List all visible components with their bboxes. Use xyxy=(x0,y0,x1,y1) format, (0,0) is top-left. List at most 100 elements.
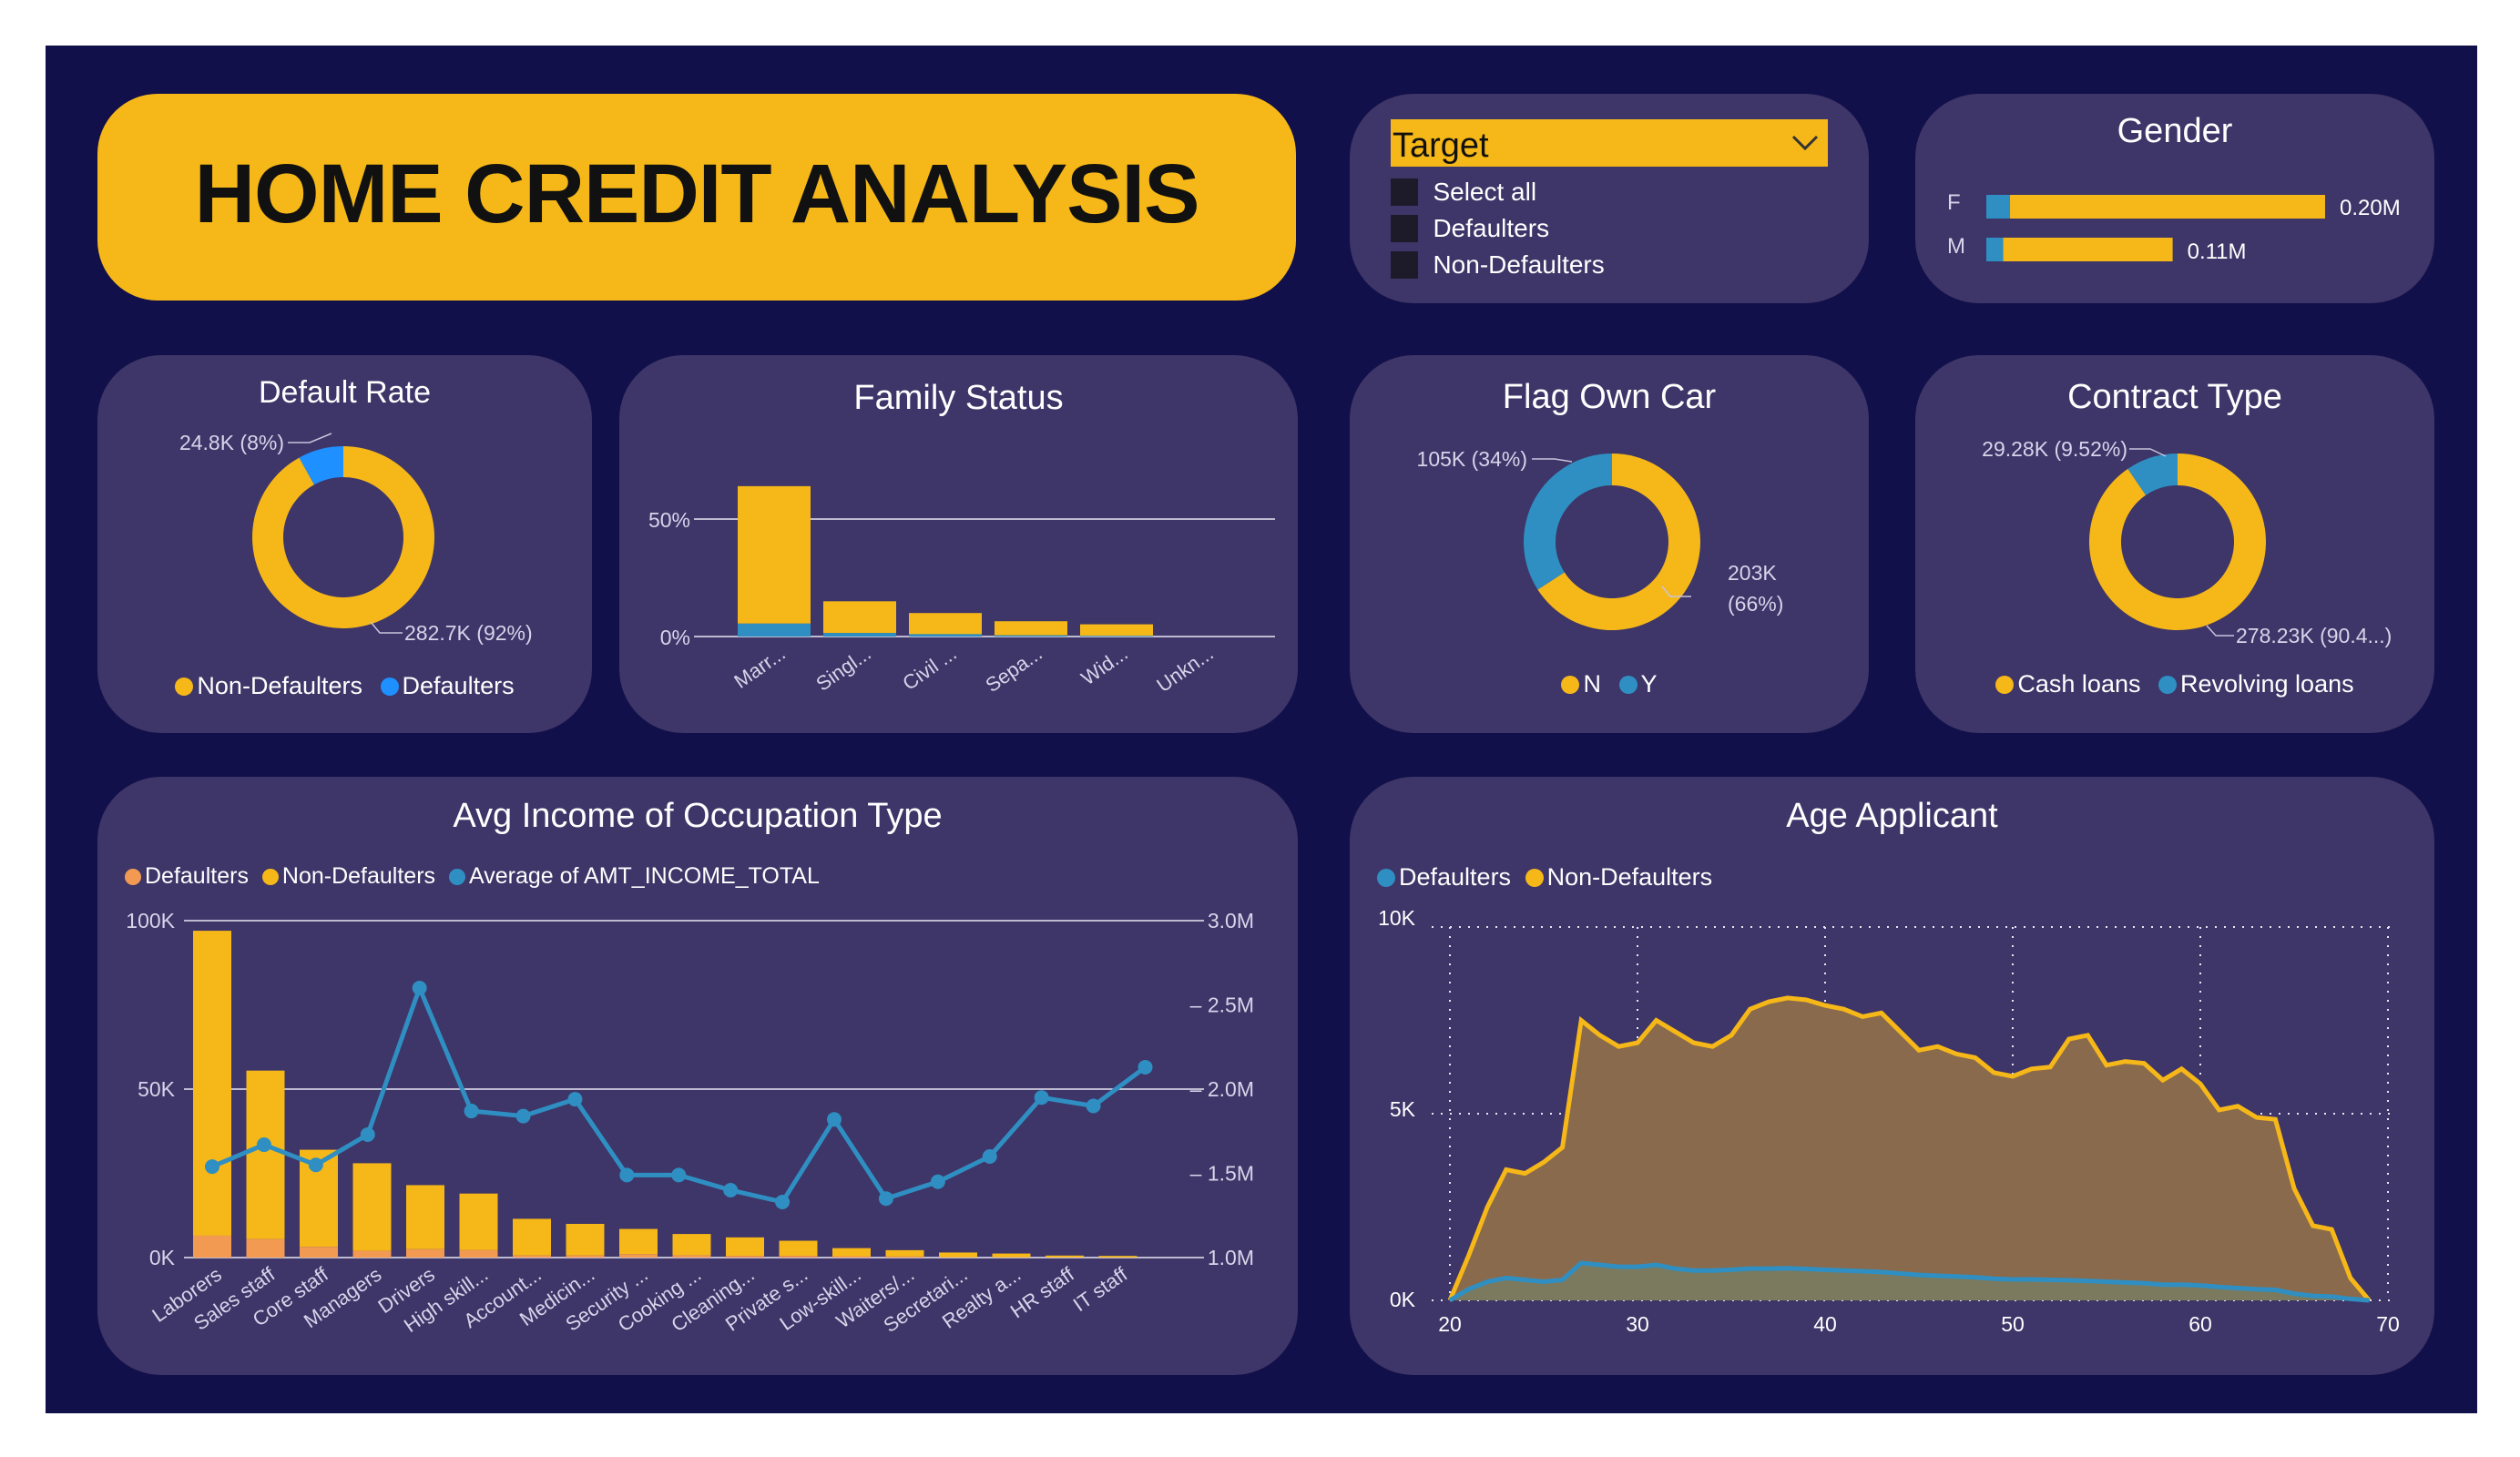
occupation-bar-non-defaulters[interactable] xyxy=(672,1234,711,1256)
legend-item[interactable]: Average of AMT_INCOME_TOTAL xyxy=(449,863,820,889)
checkbox[interactable] xyxy=(1391,251,1418,279)
legend-item[interactable]: Defaulters xyxy=(380,672,515,699)
donut-slice-non-defaulters[interactable] xyxy=(252,446,435,628)
avg-income-point[interactable] xyxy=(775,1194,791,1209)
occupation-bar-non-defaulters[interactable] xyxy=(619,1228,658,1255)
occupation-title: Avg Income of Occupation Type xyxy=(453,797,943,835)
family-bar-non-defaulters[interactable] xyxy=(995,621,1067,636)
target-dropdown[interactable]: Target xyxy=(1391,119,1828,167)
family-bar-defaulters[interactable] xyxy=(823,633,896,637)
occupation-bar-non-defaulters[interactable] xyxy=(939,1252,977,1258)
checkbox[interactable] xyxy=(1391,215,1418,242)
avg-income-point[interactable] xyxy=(308,1157,323,1173)
avg-income-point[interactable] xyxy=(360,1126,375,1142)
y-right-tick: 1.0M xyxy=(1208,1246,1254,1269)
chevron-down-icon xyxy=(1791,135,1819,151)
legend-item[interactable]: Cash loans xyxy=(1995,670,2140,698)
x-tick-label: 60 xyxy=(2188,1312,2212,1336)
family-bar-defaulters[interactable] xyxy=(738,623,811,637)
avg-income-point[interactable] xyxy=(1138,1059,1153,1075)
legend-item[interactable]: Defaulters xyxy=(1377,863,1511,891)
occupation-bar-defaulters[interactable] xyxy=(193,1235,231,1258)
occupation-bar-non-defaulters[interactable] xyxy=(406,1185,444,1249)
family-bar-defaulters[interactable] xyxy=(909,634,982,637)
occupation-bar-defaulters[interactable] xyxy=(779,1256,818,1258)
non-defaulters-line[interactable] xyxy=(1447,995,2372,1302)
donut-slice-defaulters[interactable] xyxy=(299,446,343,485)
legend-item[interactable]: Revolving loans xyxy=(2158,670,2354,698)
legend-item[interactable]: Defaulters xyxy=(125,863,249,889)
occupation-bar-non-defaulters[interactable] xyxy=(1098,1256,1138,1258)
family-bar-non-defaulters[interactable] xyxy=(738,485,811,624)
family-bar-non-defaulters[interactable] xyxy=(909,613,982,635)
avg-income-point[interactable] xyxy=(982,1149,997,1164)
occupation-bar-non-defaulters[interactable] xyxy=(726,1237,764,1257)
avg-income-point[interactable] xyxy=(619,1167,635,1183)
occupation-bar-defaulters[interactable] xyxy=(300,1247,338,1258)
legend-item[interactable]: Non-Defaulters xyxy=(175,672,362,699)
avg-income-point[interactable] xyxy=(567,1092,583,1107)
occupation-bar-defaulters[interactable] xyxy=(352,1250,392,1258)
occupation-bar-non-defaulters[interactable] xyxy=(779,1240,818,1257)
avg-income-point[interactable] xyxy=(878,1191,893,1207)
defaulters-line[interactable] xyxy=(1448,1260,2370,1303)
avg-income-point[interactable] xyxy=(412,981,427,995)
occupation-bar-defaulters[interactable] xyxy=(566,1255,605,1258)
target-dropdown-label: Target xyxy=(1393,127,1489,165)
defaulters-area[interactable] xyxy=(1450,1263,2370,1300)
non-defaulters-area[interactable] xyxy=(1450,997,2370,1300)
header-banner: HOME CREDIT ANALYSIS xyxy=(97,94,1296,301)
occupation-bar-non-defaulters[interactable] xyxy=(885,1249,924,1257)
occupation-bar-non-defaulters[interactable] xyxy=(992,1253,1031,1258)
avg-income-point[interactable] xyxy=(671,1167,687,1183)
occupation-bar-non-defaulters[interactable] xyxy=(832,1248,871,1257)
occupation-bar-non-defaulters[interactable] xyxy=(459,1193,498,1250)
occupation-bar-defaulters[interactable] xyxy=(513,1255,551,1258)
occupation-bar-non-defaulters[interactable] xyxy=(513,1218,551,1256)
avg-income-point[interactable] xyxy=(1034,1090,1049,1105)
occupation-bar-defaulters[interactable] xyxy=(246,1238,285,1258)
gender-value-m: 0.11M xyxy=(2188,239,2247,264)
avg-income-point[interactable] xyxy=(256,1137,271,1153)
avg-income-point[interactable] xyxy=(515,1108,531,1124)
y-right-tick: 3.0M xyxy=(1208,909,1254,932)
avg-income-point[interactable] xyxy=(827,1112,842,1127)
family-bar-non-defaulters[interactable] xyxy=(823,601,896,634)
default-rate-title: Default Rate xyxy=(259,375,431,410)
occupation-bar-non-defaulters[interactable] xyxy=(246,1070,285,1239)
occupation-bar-defaulters[interactable] xyxy=(832,1256,871,1258)
family-bar-non-defaulters[interactable] xyxy=(1080,624,1153,637)
occupation-bar-defaulters[interactable] xyxy=(619,1254,658,1258)
avg-income-point[interactable] xyxy=(1086,1098,1101,1114)
occupation-bar-defaulters[interactable] xyxy=(406,1248,444,1258)
family-bar-defaulters[interactable] xyxy=(995,635,1067,637)
legend-item[interactable]: Non-Defaulters xyxy=(1525,863,1712,891)
occupation-bar-defaulters[interactable] xyxy=(459,1249,498,1258)
occupation-bar-non-defaulters[interactable] xyxy=(352,1163,392,1251)
family-bar-defaulters[interactable] xyxy=(1080,636,1153,637)
donut-slice-revolving-loans[interactable] xyxy=(2127,453,2178,495)
legend-dot xyxy=(261,869,279,885)
occupation-bar-non-defaulters[interactable] xyxy=(193,931,231,1236)
dashboard-canvas: HOME CREDIT ANALYSIS Target Select all D… xyxy=(46,46,2477,1413)
occupation-bar-non-defaulters[interactable] xyxy=(1046,1255,1084,1258)
donut-slice-n[interactable] xyxy=(1537,453,1700,630)
avg-income-point[interactable] xyxy=(205,1159,219,1175)
slicer-option-non-defaulters[interactable]: Non-Defaulters xyxy=(1391,250,1605,283)
checkbox[interactable] xyxy=(1391,178,1418,206)
occupation-bar-non-defaulters[interactable] xyxy=(566,1224,605,1256)
legend-item[interactable]: Non-Defaulters xyxy=(261,863,435,889)
avg-income-point[interactable] xyxy=(464,1104,479,1119)
donut-slice-cash-loans[interactable] xyxy=(2089,453,2266,630)
occupation-bar-defaulters[interactable] xyxy=(885,1256,924,1258)
slicer-option-select-all[interactable]: Select all xyxy=(1391,178,1536,210)
occupation-bar-defaulters[interactable] xyxy=(672,1255,711,1258)
slicer-option-defaulters[interactable]: Defaulters xyxy=(1391,214,1549,247)
y-tick: 0K xyxy=(1390,1288,1416,1311)
legend-item[interactable]: Y xyxy=(1618,670,1658,698)
legend-item[interactable]: N xyxy=(1561,670,1601,698)
donut-slice-y[interactable] xyxy=(1524,453,1612,590)
occupation-bar-defaulters[interactable] xyxy=(726,1256,764,1258)
avg-income-point[interactable] xyxy=(723,1183,739,1197)
avg-income-point[interactable] xyxy=(930,1174,945,1189)
